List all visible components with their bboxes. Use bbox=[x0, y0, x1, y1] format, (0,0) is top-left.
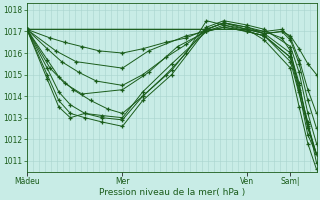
X-axis label: Pression niveau de la mer( hPa ): Pression niveau de la mer( hPa ) bbox=[99, 188, 245, 197]
